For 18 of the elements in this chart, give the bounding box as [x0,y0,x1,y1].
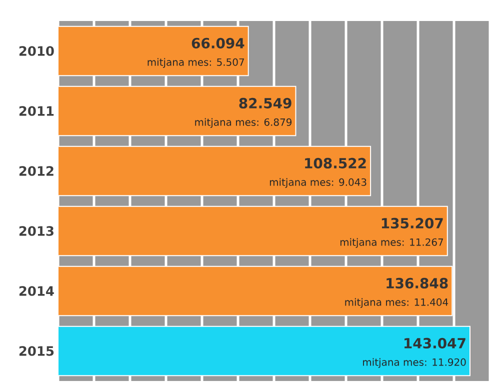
annotation: mitjana mes: 11.920 [363,358,466,368]
data-label: 66.094 [192,38,244,48]
annotation: mitjana mes: 11.404 [345,298,448,308]
annotation: mitjana mes: 11.267 [340,238,444,248]
data-label: 82.549 [239,98,292,108]
y-tick-label: 2014 [19,286,54,296]
data-label: 108.522 [305,158,366,168]
data-label: 135.207 [382,218,443,228]
y-tick-label: 2012 [19,166,54,176]
y-tick-label: 2015 [19,346,54,356]
y-tick-label: 2013 [19,226,54,236]
data-label: 143.047 [404,338,466,348]
data-label: 136.848 [386,278,448,288]
annotation: mitjana mes: 6.879 [195,118,292,128]
y-tick-label: 2011 [19,106,54,116]
annotation: mitjana mes: 5.507 [148,58,244,68]
annotation: mitjana mes: 9.043 [270,178,366,188]
y-tick-label: 2010 [19,46,54,56]
